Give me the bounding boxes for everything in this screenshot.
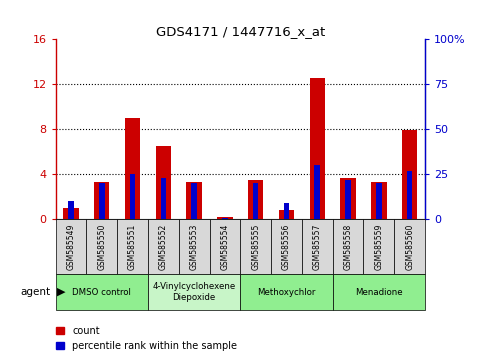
Bar bbox=[341, 178, 356, 219]
Text: GSM585550: GSM585550 bbox=[97, 224, 106, 270]
Text: GSM585549: GSM585549 bbox=[67, 224, 75, 270]
Bar bbox=[284, 203, 289, 219]
Bar bbox=[394, 219, 425, 274]
Text: GSM585552: GSM585552 bbox=[159, 224, 168, 270]
Bar bbox=[186, 182, 202, 219]
Bar bbox=[314, 165, 320, 219]
Bar bbox=[210, 219, 240, 274]
Bar bbox=[253, 183, 258, 219]
Bar bbox=[130, 175, 135, 219]
Bar bbox=[345, 180, 351, 219]
Text: GSM585551: GSM585551 bbox=[128, 224, 137, 270]
Bar bbox=[94, 182, 110, 219]
Bar bbox=[191, 183, 197, 219]
Legend: count, percentile rank within the sample: count, percentile rank within the sample bbox=[56, 326, 237, 351]
Bar bbox=[56, 274, 148, 310]
Text: ▶: ▶ bbox=[57, 287, 66, 297]
Bar bbox=[68, 201, 74, 219]
Text: GSM585558: GSM585558 bbox=[343, 224, 353, 270]
Bar bbox=[310, 79, 325, 219]
Bar bbox=[148, 219, 179, 274]
Bar bbox=[333, 219, 364, 274]
Bar bbox=[376, 183, 382, 219]
Bar bbox=[402, 130, 417, 219]
Text: Menadione: Menadione bbox=[355, 287, 403, 297]
Text: agent: agent bbox=[21, 287, 51, 297]
Bar bbox=[63, 208, 79, 219]
Bar bbox=[222, 218, 227, 219]
Bar bbox=[117, 219, 148, 274]
Bar bbox=[371, 182, 386, 219]
Text: GSM585559: GSM585559 bbox=[374, 224, 384, 270]
Bar bbox=[160, 178, 166, 219]
Bar bbox=[179, 219, 210, 274]
Bar bbox=[86, 219, 117, 274]
Text: 4-Vinylcyclohexene
Diepoxide: 4-Vinylcyclohexene Diepoxide bbox=[153, 282, 236, 302]
Bar bbox=[271, 219, 302, 274]
Bar bbox=[240, 274, 333, 310]
Title: GDS4171 / 1447716_x_at: GDS4171 / 1447716_x_at bbox=[156, 25, 325, 38]
Text: GSM585554: GSM585554 bbox=[220, 224, 229, 270]
Bar bbox=[148, 274, 241, 310]
Text: GSM585555: GSM585555 bbox=[251, 224, 260, 270]
Bar bbox=[125, 118, 140, 219]
Text: Methoxychlor: Methoxychlor bbox=[257, 287, 316, 297]
Text: GSM585556: GSM585556 bbox=[282, 224, 291, 270]
Bar bbox=[364, 219, 394, 274]
Bar bbox=[56, 219, 86, 274]
Text: GSM585553: GSM585553 bbox=[190, 224, 199, 270]
Bar bbox=[279, 210, 294, 219]
Bar bbox=[217, 217, 233, 219]
Bar bbox=[156, 146, 171, 219]
Bar bbox=[407, 171, 412, 219]
Bar bbox=[302, 219, 333, 274]
Text: GSM585557: GSM585557 bbox=[313, 224, 322, 270]
Bar bbox=[99, 183, 104, 219]
Bar bbox=[333, 274, 425, 310]
Text: GSM585560: GSM585560 bbox=[405, 224, 414, 270]
Bar bbox=[248, 180, 263, 219]
Text: DMSO control: DMSO control bbox=[72, 287, 131, 297]
Bar bbox=[240, 219, 271, 274]
